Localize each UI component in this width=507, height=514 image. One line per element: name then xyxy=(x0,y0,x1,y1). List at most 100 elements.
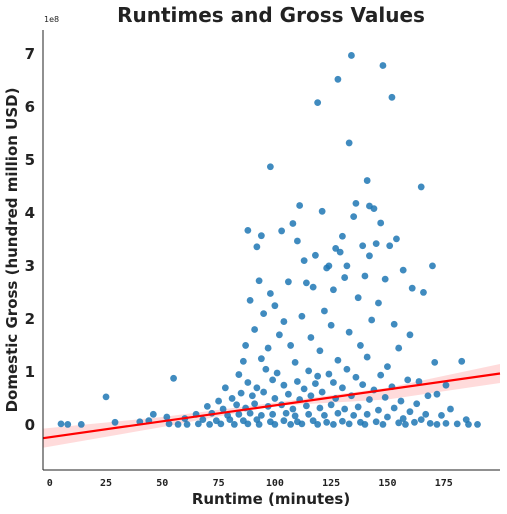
data-point-129 xyxy=(251,400,259,408)
data-point-30 xyxy=(253,243,261,251)
data-point-35 xyxy=(429,262,436,270)
data-point-121 xyxy=(397,397,405,405)
data-point-147 xyxy=(246,409,254,417)
data-point-18 xyxy=(377,219,385,227)
data-point-97 xyxy=(293,378,301,385)
data-point-136 xyxy=(341,405,349,413)
data-point-111 xyxy=(260,388,268,396)
data-point-45 xyxy=(330,286,337,294)
data-point-203 xyxy=(345,420,353,428)
data-point-149 xyxy=(269,410,277,418)
data-point-195 xyxy=(230,421,238,428)
data-point-96 xyxy=(280,381,288,389)
data-point-50 xyxy=(354,294,362,302)
data-point-11 xyxy=(370,205,378,213)
data-point-172 xyxy=(323,418,331,426)
data-point-180 xyxy=(453,420,461,428)
data-point-173 xyxy=(339,417,346,425)
data-point-9 xyxy=(318,207,326,215)
data-point-60 xyxy=(275,331,283,339)
data-point-108 xyxy=(228,395,236,402)
data-point-44 xyxy=(309,283,317,291)
data-point-152 xyxy=(305,410,313,418)
data-point-207 xyxy=(433,421,441,428)
data-point-75 xyxy=(384,363,391,371)
data-point-34 xyxy=(399,266,407,274)
data-point-48 xyxy=(271,302,279,310)
regression-line xyxy=(42,372,501,440)
data-point-95 xyxy=(269,376,277,384)
data-point-163 xyxy=(199,416,207,424)
data-point-122 xyxy=(413,400,421,408)
data-point-202 xyxy=(330,421,337,428)
data-point-177 xyxy=(411,418,418,426)
data-point-43 xyxy=(266,290,274,297)
data-point-42 xyxy=(408,284,416,292)
data-point-184 xyxy=(64,421,72,428)
data-point-21 xyxy=(257,232,265,240)
data-point-19 xyxy=(393,235,400,243)
data-point-105 xyxy=(424,392,432,400)
data-point-52 xyxy=(420,289,427,296)
data-point-165 xyxy=(226,416,234,424)
data-point-82 xyxy=(262,365,270,373)
x-tick-label-50: 50 xyxy=(156,478,168,489)
data-point-77 xyxy=(458,357,466,365)
y-tick-label-4: 4 xyxy=(25,204,35,222)
data-point-135 xyxy=(327,401,335,409)
data-point-28 xyxy=(386,242,394,250)
data-point-32 xyxy=(343,262,351,270)
data-point-33 xyxy=(366,252,373,260)
data-point-153 xyxy=(321,411,328,419)
data-point-98 xyxy=(300,385,308,393)
data-point-155 xyxy=(350,411,358,419)
data-point-137 xyxy=(354,403,362,411)
data-point-132 xyxy=(289,405,297,413)
data-point-158 xyxy=(399,415,407,422)
data-point-186 xyxy=(111,418,119,426)
data-point-185 xyxy=(77,421,85,428)
data-point-78 xyxy=(170,374,177,382)
data-point-148 xyxy=(257,411,265,419)
data-point-55 xyxy=(298,312,306,320)
data-point-25 xyxy=(336,248,344,256)
y-tick-label-6: 6 xyxy=(25,98,35,116)
data-point-176 xyxy=(395,419,403,427)
data-point-29 xyxy=(300,257,308,265)
data-point-201 xyxy=(314,421,322,428)
data-point-146 xyxy=(235,410,243,418)
data-point-181 xyxy=(465,421,472,428)
y-tick-label-3: 3 xyxy=(25,257,35,275)
data-point-51 xyxy=(375,299,382,307)
data-point-70 xyxy=(239,357,247,365)
data-point-106 xyxy=(433,390,441,398)
data-point-71 xyxy=(257,355,265,363)
data-point-65 xyxy=(264,344,272,352)
data-point-120 xyxy=(381,393,389,401)
data-point-116 xyxy=(318,388,326,396)
data-point-2 xyxy=(334,75,342,83)
data-point-87 xyxy=(343,365,351,373)
data-point-175 xyxy=(372,418,380,426)
data-point-197 xyxy=(255,421,263,428)
data-point-53 xyxy=(260,310,268,318)
data-point-72 xyxy=(291,358,299,366)
x-tick-label-0: 0 xyxy=(47,478,53,489)
data-point-115 xyxy=(307,392,315,400)
data-point-109 xyxy=(237,389,245,397)
data-point-140 xyxy=(406,408,414,416)
data-point-84 xyxy=(305,367,313,375)
data-point-40 xyxy=(323,264,331,272)
data-point-101 xyxy=(339,384,346,392)
x-tick-label-100: 100 xyxy=(266,478,284,489)
data-point-15 xyxy=(350,213,358,221)
data-point-64 xyxy=(242,342,250,349)
data-point-37 xyxy=(255,277,263,285)
data-point-123 xyxy=(447,405,454,413)
data-point-94 xyxy=(253,384,261,392)
data-point-79 xyxy=(102,393,110,401)
data-point-107 xyxy=(215,397,222,405)
data-point-69 xyxy=(395,344,403,352)
data-point-23 xyxy=(311,251,319,259)
data-point-58 xyxy=(390,320,398,328)
